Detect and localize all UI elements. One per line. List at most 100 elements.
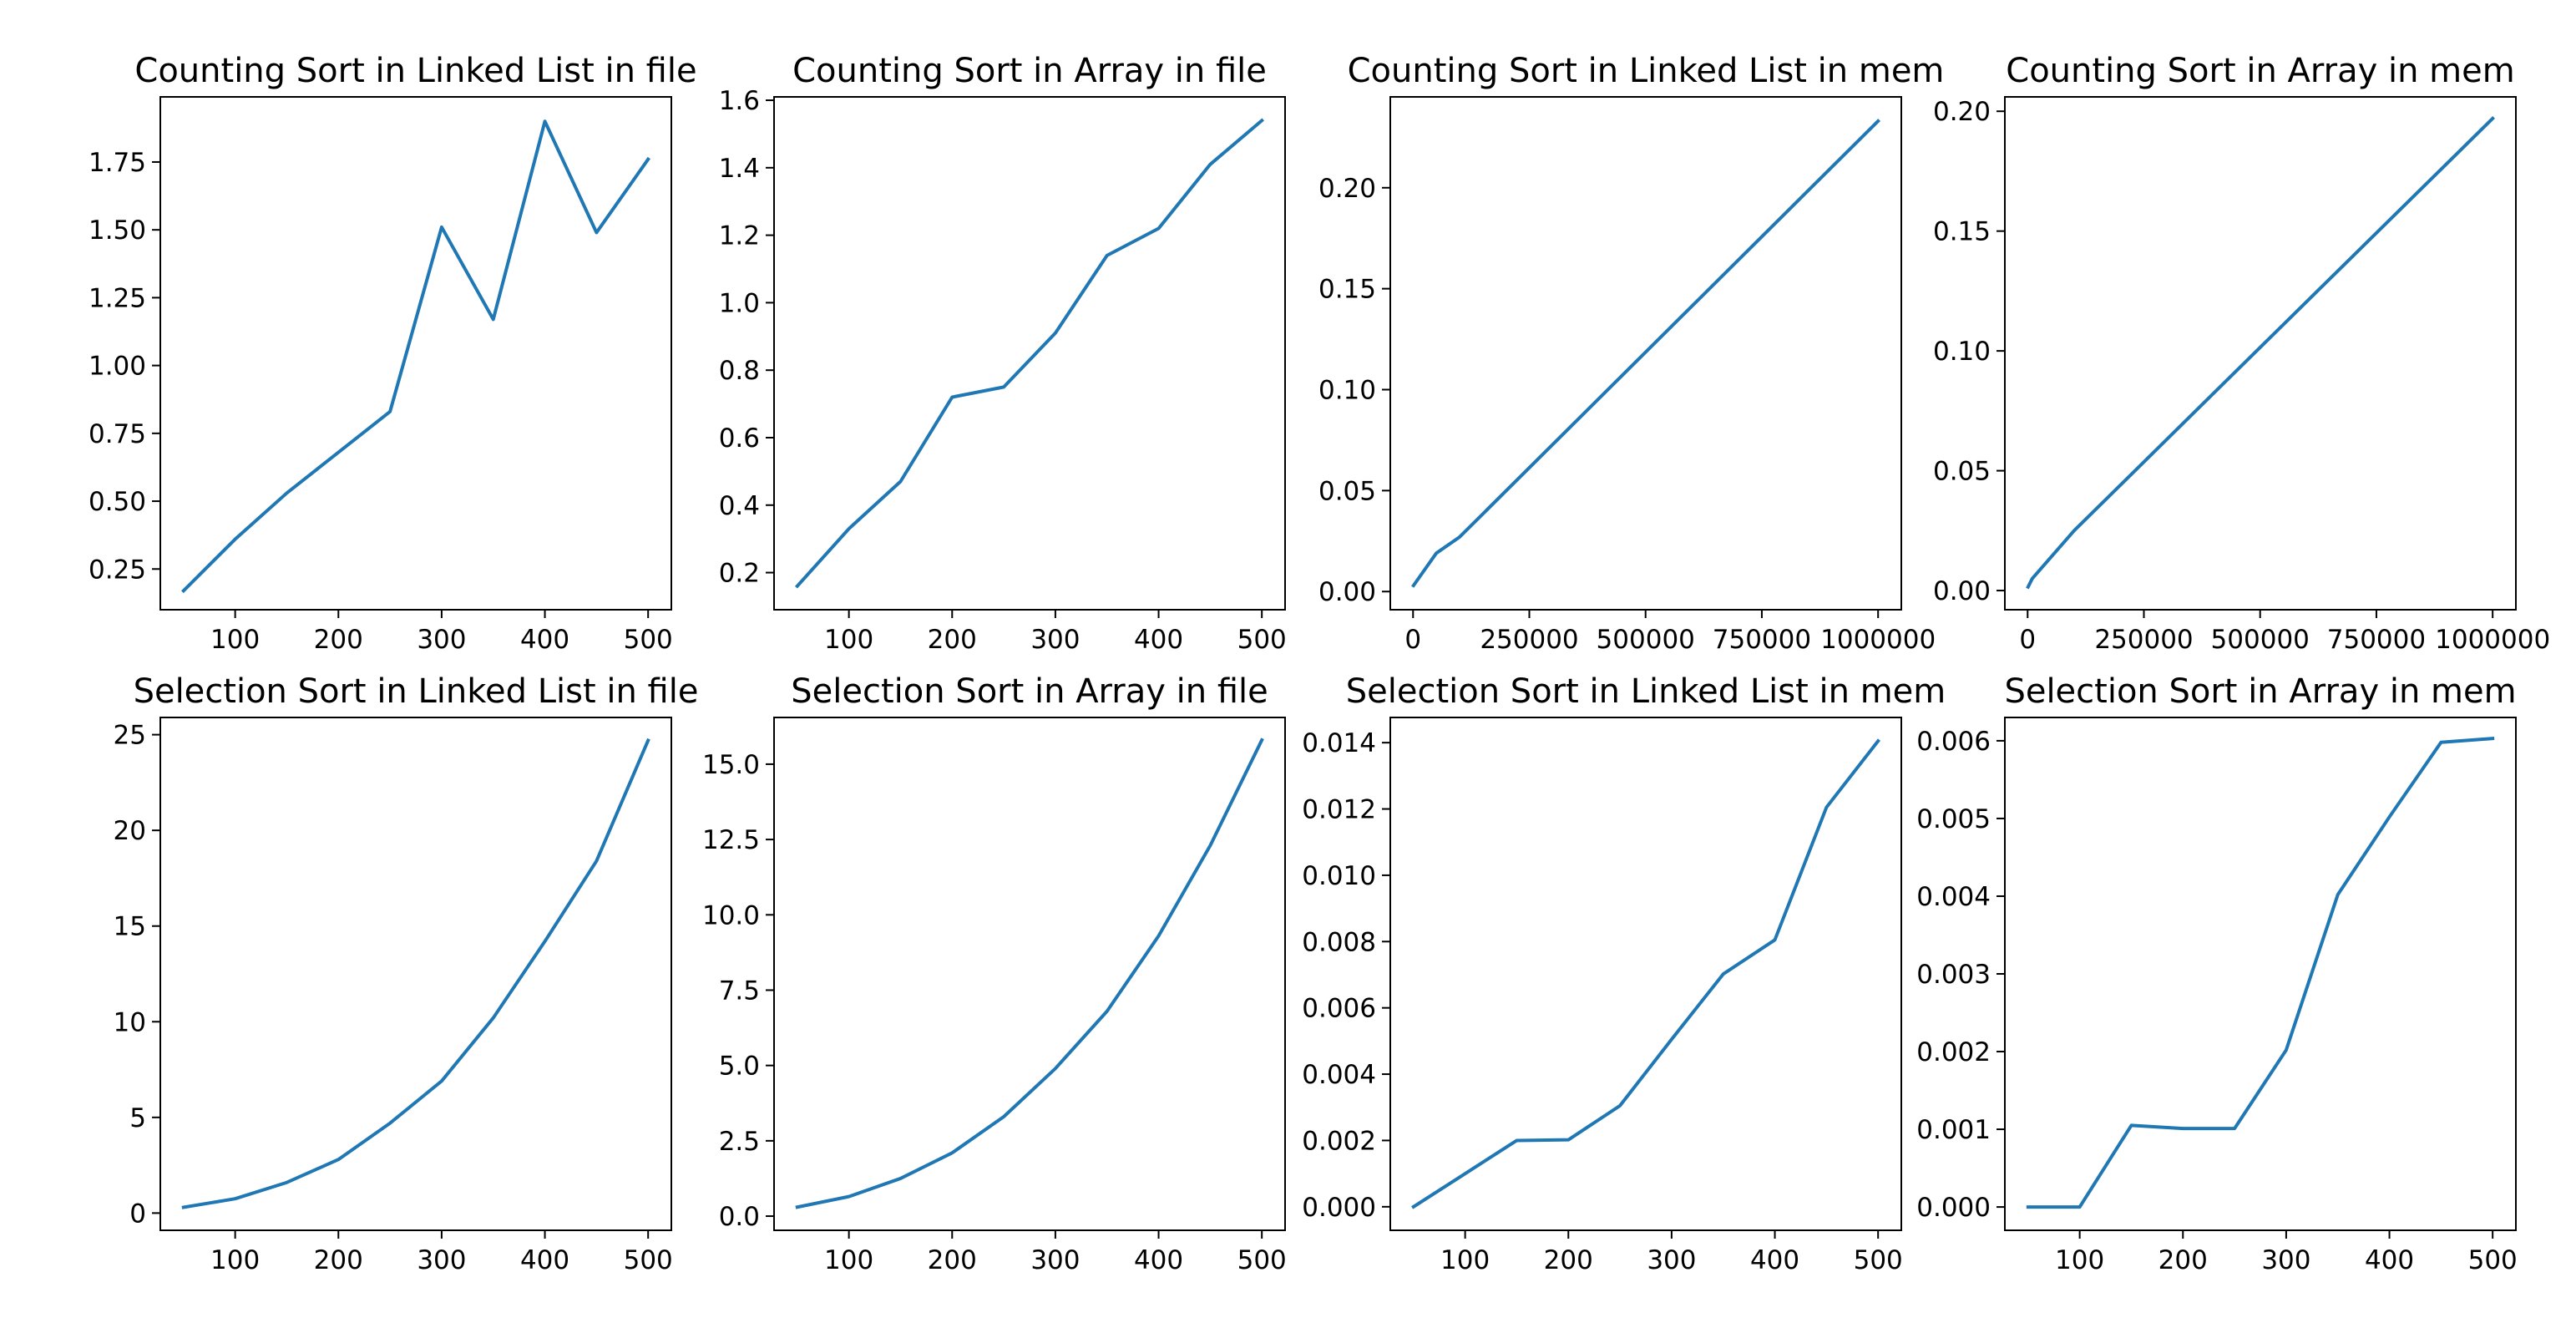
y-tick-label: 0.002 — [1916, 1037, 1991, 1067]
x-tick-label: 100 — [824, 1245, 873, 1275]
x-tick-label: 400 — [1750, 1245, 1799, 1275]
y-tick-label: 0.000 — [1916, 1193, 1991, 1223]
y-tick-label: 0.005 — [1916, 804, 1991, 834]
y-tick-label: 0.004 — [1302, 1060, 1376, 1090]
y-tick-label: 0.20 — [1318, 174, 1376, 204]
y-tick-label: 0.05 — [1318, 476, 1376, 506]
series-line — [180, 119, 650, 594]
y-tick-label: 1.50 — [89, 215, 146, 246]
y-tick-label: 12.5 — [702, 825, 760, 855]
axes-frame — [2004, 96, 2517, 611]
y-tick-label: 1.00 — [89, 352, 146, 382]
x-tick-label: 200 — [1544, 1245, 1593, 1275]
y-tick-label: 10 — [114, 1007, 146, 1037]
series-line — [181, 738, 650, 1209]
y-tick-label: 0.006 — [1916, 727, 1991, 757]
x-tick-label: 500000 — [1597, 625, 1695, 655]
x-tick-label: 400 — [1134, 625, 1183, 655]
y-tick-label: 0.4 — [719, 491, 760, 521]
axes-frame — [1389, 96, 1902, 611]
x-tick-label: 100 — [210, 1245, 260, 1275]
axes-frame — [159, 717, 672, 1231]
x-tick-label: 250000 — [2094, 625, 2193, 655]
x-tick-label: 200 — [928, 1245, 977, 1275]
y-tick-label: 0.00 — [1933, 576, 1991, 606]
x-tick-label: 500000 — [2211, 625, 2310, 655]
axes-frame — [773, 96, 1286, 611]
x-tick-label: 400 — [520, 1245, 569, 1275]
y-tick-label: 0 — [129, 1199, 146, 1229]
x-tick-label: 500 — [1237, 1245, 1287, 1275]
x-tick-label: 100 — [210, 625, 260, 655]
subplot-title: Counting Sort in Array in mem — [2006, 52, 2514, 90]
x-tick-label: 500 — [624, 1245, 673, 1275]
subplot-4: Counting Sort in Array in mem 0 250000 5000… — [1933, 52, 2550, 655]
x-tick-label: 300 — [417, 625, 466, 655]
y-tick-label: 1.2 — [719, 221, 760, 251]
y-tick-label: 0.10 — [1318, 376, 1376, 406]
x-tick-label: 750000 — [1713, 625, 1811, 655]
y-tick-label: 0.00 — [1318, 577, 1376, 607]
x-tick-label: 200 — [314, 1245, 363, 1275]
series-line — [795, 738, 1264, 1209]
x-tick-label: 500 — [624, 625, 673, 655]
y-tick-label: 0.004 — [1916, 882, 1991, 912]
x-tick-label: 500 — [1237, 625, 1287, 655]
subplot-6: Selection Sort in Array in file 100 200 300… — [702, 672, 1287, 1275]
y-tick-label: 2.5 — [719, 1127, 760, 1157]
subplot-7: Selection Sort in Linked List in mem 100 2… — [1302, 672, 1946, 1275]
y-tick-label: 0.006 — [1302, 994, 1376, 1024]
x-tick-label: 200 — [2158, 1245, 2208, 1275]
y-tick-label: 0.2 — [719, 559, 760, 589]
y-tick-label: 15 — [114, 912, 146, 942]
subplot-title: Selection Sort in Array in file — [791, 672, 1268, 711]
x-tick-label: 250000 — [1480, 625, 1578, 655]
series-line — [1411, 119, 1881, 588]
subplot-2: Counting Sort in Array in file 100 200 300 4… — [719, 52, 1287, 655]
y-tick-label: 0.20 — [1933, 97, 1991, 127]
x-tick-label: 500 — [2468, 1245, 2518, 1275]
axes-frame — [2004, 717, 2517, 1231]
y-tick-label: 0.000 — [1302, 1193, 1376, 1223]
series-line — [2026, 115, 2496, 590]
subplot-title: Counting Sort in Array in file — [792, 52, 1267, 90]
series-line — [794, 118, 1264, 589]
subplot-title: Counting Sort in Linked List in file — [134, 52, 696, 90]
subplot-1: Counting Sort in Linked List in file 100 2… — [89, 52, 697, 655]
y-tick-label: 15.0 — [702, 750, 760, 780]
y-tick-label: 0.8 — [719, 356, 760, 386]
y-tick-label: 0.15 — [1318, 275, 1376, 305]
x-tick-label: 300 — [1030, 625, 1080, 655]
y-tick-label: 0.05 — [1933, 457, 1991, 487]
subplot-title: Selection Sort in Array in mem — [2004, 672, 2516, 711]
x-tick-label: 750000 — [2327, 625, 2426, 655]
y-tick-label: 0.50 — [89, 487, 146, 517]
subplot-title: Selection Sort in Linked List in file — [134, 672, 699, 711]
y-tick-label: 0.012 — [1302, 795, 1376, 825]
x-tick-label: 100 — [2055, 1245, 2104, 1275]
subplot-title: Selection Sort in Linked List in mem — [1346, 672, 1946, 711]
x-tick-label: 300 — [2261, 1245, 2310, 1275]
x-tick-label: 0 — [2019, 625, 2036, 655]
y-tick-label: 0.002 — [1302, 1126, 1376, 1156]
y-tick-label: 20 — [114, 816, 146, 846]
x-tick-label: 0 — [1404, 625, 1421, 655]
y-tick-label: 7.5 — [719, 976, 760, 1006]
y-tick-label: 0.6 — [719, 423, 760, 454]
y-tick-label: 5.0 — [719, 1052, 760, 1082]
y-tick-label: 1.6 — [719, 86, 760, 116]
y-tick-label: 1.0 — [719, 288, 760, 318]
subplot-8: Selection Sort in Array in mem 100 200 300 4… — [1916, 672, 2518, 1275]
x-tick-label: 100 — [1440, 1245, 1490, 1275]
y-tick-label: 0.014 — [1302, 728, 1376, 758]
y-tick-label: 1.4 — [719, 154, 760, 184]
y-tick-label: 25 — [114, 721, 146, 751]
x-tick-label: 400 — [1134, 1245, 1183, 1275]
subplot-title: Counting Sort in Linked List in mem — [1348, 52, 1945, 90]
series-line — [1411, 738, 1880, 1209]
y-tick-label: 0.001 — [1916, 1115, 1991, 1145]
x-tick-label: 1000000 — [2435, 625, 2550, 655]
y-tick-label: 1.75 — [89, 148, 146, 178]
series-line — [2026, 736, 2495, 1209]
